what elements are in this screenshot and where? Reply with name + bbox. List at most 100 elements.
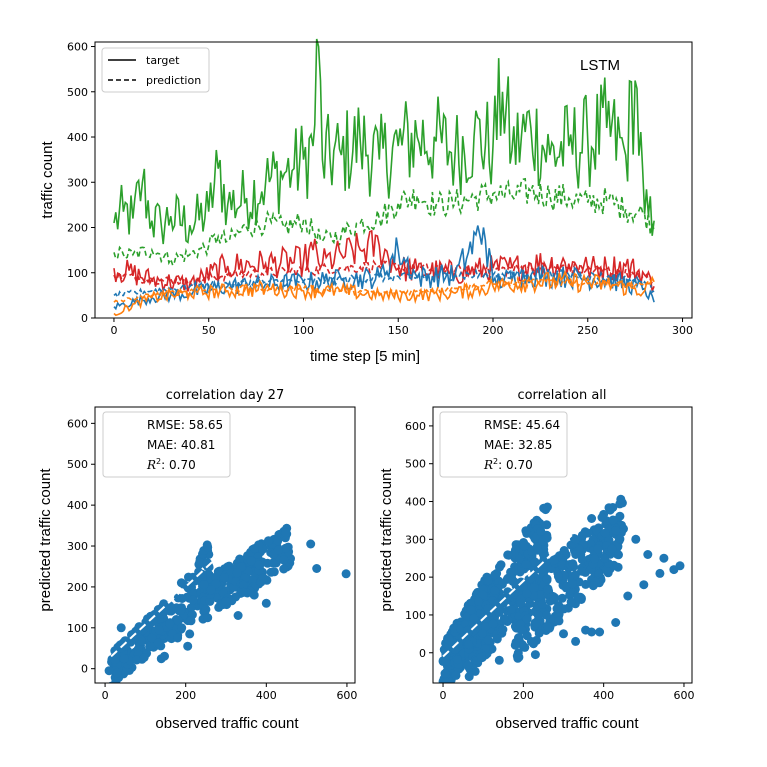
scatter-day27-point — [185, 629, 195, 639]
scatter-day27-point — [268, 558, 278, 568]
series-line-green-target — [113, 38, 655, 245]
scatter-all-point — [571, 550, 581, 559]
scatter-day27-point — [173, 616, 183, 626]
scatter-all-point — [542, 610, 551, 620]
scatter-all-point — [463, 660, 473, 670]
scatter-day27-point — [195, 557, 205, 567]
scatter-all-point — [522, 614, 532, 624]
scatter-day27-point — [205, 596, 215, 606]
scatter-all-point — [520, 541, 529, 551]
scatter-day27-point — [249, 590, 259, 600]
scatter-day27-point — [120, 641, 130, 651]
scatter-all-point — [549, 555, 559, 565]
scatter-all-point — [571, 636, 581, 646]
scatter-all-point — [597, 513, 607, 522]
scatter-day27-x-tick-label: 600 — [336, 689, 357, 702]
scatter-day27-point — [183, 641, 193, 651]
scatter-day27-point — [163, 605, 173, 615]
scatter-all-point — [605, 505, 615, 515]
scatter-all-point — [506, 567, 516, 577]
scatter-day27-x-tick-label: 400 — [256, 689, 277, 702]
timeseries-x-tick-label: 100 — [293, 324, 314, 337]
scatter-all-point — [552, 604, 562, 614]
scatter-all-point — [615, 534, 625, 544]
scatter-all-point — [483, 576, 493, 586]
scatter-all-point — [469, 613, 479, 623]
scatter-all-point — [463, 626, 472, 635]
scatter-day27-x-label: observed traffic count — [155, 715, 299, 732]
scatter-all-point — [530, 557, 540, 567]
scatter-day27-point — [112, 668, 122, 678]
scatter-all-point — [531, 618, 541, 628]
scatter-all-point — [600, 528, 610, 538]
scatter-day27-point — [186, 603, 196, 613]
scatter-all-point — [559, 546, 569, 555]
scatter-all-point — [615, 511, 625, 521]
scatter-all-point — [444, 678, 454, 683]
scatter-all-y-tick-label: 500 — [405, 458, 426, 471]
timeseries-ticks-group: 0 50 100 150 200 250 300 0 100 200 300 400 500 600 — [67, 41, 693, 337]
scatter-all-point — [554, 616, 564, 626]
scatter-day27-y-tick-label: 600 — [67, 417, 88, 430]
scatter-all-y-tick-label: 100 — [405, 609, 426, 622]
scatter-day27-point — [154, 625, 164, 635]
scatter-all-point — [539, 503, 549, 513]
timeseries-series-group — [113, 38, 655, 317]
scatter-all-y-tick-label: 400 — [405, 496, 426, 509]
scatter-day27-point — [132, 655, 142, 665]
scatter-all-point — [503, 550, 513, 560]
scatter-all-point — [608, 515, 618, 525]
timeseries-plot: 0 50 100 150 200 250 300 0 100 200 300 400 500 600 LS… — [39, 38, 693, 365]
scatter-all-plot: 0 200 400 600 0 100 200 300 400 500 600 correlatio… — [378, 388, 694, 732]
scatter-all-point — [501, 595, 511, 605]
scatter-day27-point — [119, 654, 129, 664]
scatter-all-point — [542, 533, 552, 543]
scatter-all-point — [529, 583, 539, 593]
scatter-day27-point — [177, 623, 187, 633]
scatter-day27-point — [137, 636, 147, 646]
scatter-all-point — [492, 599, 502, 609]
scatter-day27-y-tick-label: 0 — [81, 663, 88, 676]
scatter-day27-axes-frame — [94, 406, 356, 684]
scatter-day27-point — [254, 560, 264, 570]
stat-r2: R2: 0.70 — [483, 457, 533, 472]
scatter-all-point — [495, 562, 504, 572]
scatter-all-point — [521, 526, 531, 536]
scatter-day27-point — [306, 539, 316, 549]
scatter-day27-point — [203, 543, 213, 553]
scatter-day27-point — [104, 666, 114, 676]
scatter-all-point — [567, 579, 577, 589]
scatter-day27-ticks-group: 0 200 400 600 0 100 200 300 400 500 600 — [67, 417, 357, 702]
scatter-day27-point — [258, 573, 268, 583]
scatter-all-point — [639, 580, 649, 590]
scatter-all-y-tick-label: 600 — [405, 420, 426, 433]
scatter-day27-stats-box: RMSE: 58.65 MAE: 40.81 R2: 0.70 — [102, 411, 231, 478]
scatter-all-point — [488, 619, 498, 629]
scatter-all-y-tick-label: 300 — [405, 533, 426, 546]
scatter-all-y-tick-label: 200 — [405, 571, 426, 584]
scatter-all-point — [542, 574, 552, 584]
scatter-day27-point — [219, 573, 229, 583]
scatter-day27-point — [199, 580, 209, 590]
scatter-all-point — [464, 639, 474, 649]
scatter-day27-x-tick-label: 0 — [102, 689, 109, 702]
stat-mae: MAE: 32.85 — [484, 438, 552, 452]
scatter-all-point — [611, 526, 621, 535]
scatter-day27-point — [153, 605, 163, 614]
scatter-day27-point — [233, 611, 243, 620]
scatter-day27-y-tick-label: 500 — [67, 458, 88, 471]
scatter-all-point — [517, 625, 527, 635]
scatter-day27-point — [156, 654, 166, 664]
scatter-all-point — [494, 655, 504, 665]
scatter-all-axes-frame — [432, 406, 693, 684]
scatter-all-point — [483, 635, 493, 645]
series-line-orange-target — [113, 269, 655, 317]
scatter-day27-point — [250, 544, 259, 553]
series-line-blue-prediction — [113, 267, 655, 300]
scatter-day27-point — [261, 598, 271, 608]
stat-rmse: RMSE: 58.65 — [147, 418, 223, 432]
scatter-all-points — [438, 494, 685, 683]
scatter-all-point — [600, 553, 610, 563]
scatter-all-point — [571, 535, 581, 545]
